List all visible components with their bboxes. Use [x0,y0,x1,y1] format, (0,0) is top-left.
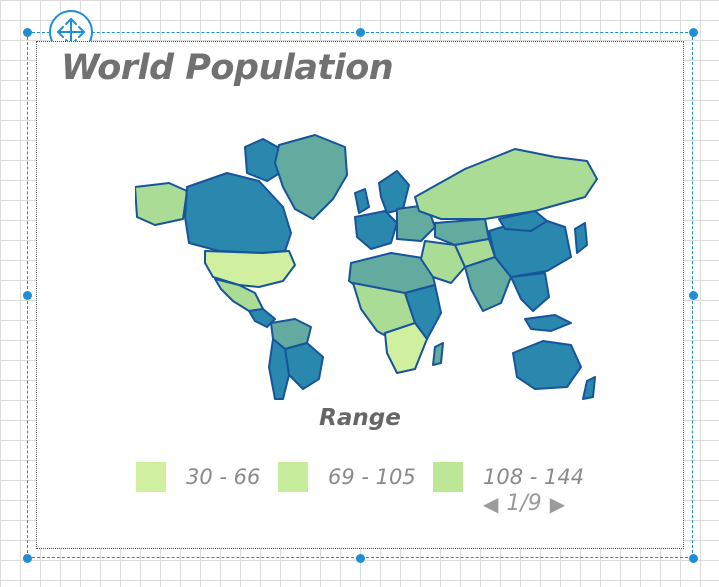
legend-label: 69 - 105 [328,465,416,489]
legend-item[interactable]: 30 - 66 [136,460,260,494]
legend-swatch [278,462,308,492]
map-region-japan [574,222,588,254]
triangle-right-icon[interactable]: ▶ [549,491,566,516]
map-region-mongolia [498,210,548,232]
legend-item[interactable]: 108 - 144 [433,460,584,494]
map-region-canada [184,172,292,254]
resize-handle-bottom-right[interactable] [689,554,698,563]
resize-handle-top-left[interactable] [23,28,32,37]
map-region-usa [204,250,296,288]
legend-label: 108 - 144 [483,465,585,489]
resize-handle-middle-left[interactable] [23,291,32,300]
legend-swatch [136,462,166,492]
map-region-new-zealand [582,376,596,400]
map-region-australia [512,340,582,390]
resize-handle-top-right[interactable] [689,28,698,37]
map-region-indonesia [524,314,572,332]
pager-label: 1/9 [506,491,542,516]
legend-pager: ◀ 1/9 ▶ [483,491,565,516]
triangle-left-icon[interactable]: ◀ [483,491,499,516]
resize-handle-middle-right[interactable] [689,291,698,300]
map-region-greenland [274,134,348,220]
map-region-scandinavia [378,170,410,214]
map-region-uk [354,188,370,214]
resize-handle-bottom-center[interactable] [356,554,365,563]
map-region-southeast-asia [510,272,550,312]
map-widget[interactable]: World Population [36,41,684,549]
legend-title: Range [319,405,401,431]
resize-handle-bottom-left[interactable] [23,554,32,563]
legend-label: 30 - 66 [186,465,261,489]
legend: 30 - 66 69 - 105 108 - 144 [136,460,596,494]
legend-swatch [433,462,463,492]
world-map[interactable] [135,127,599,401]
map-title: World Population [61,48,394,88]
map-region-madagascar [432,342,444,366]
map-region-southern-cone [268,338,290,400]
map-region-alaska [135,182,188,226]
map-region-western-europe [354,210,398,250]
resize-handle-top-center[interactable] [356,28,365,37]
map-region-brazil [284,342,324,390]
map-region-east-africa [404,284,442,340]
legend-item[interactable]: 69 - 105 [278,460,416,494]
map-region-russia [414,148,598,220]
map-region-southern-africa [384,322,428,374]
